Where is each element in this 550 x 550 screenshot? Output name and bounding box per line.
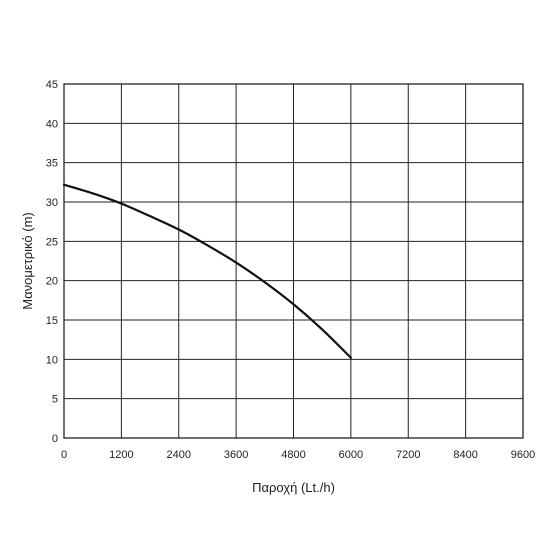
x-axis-title: Παροχή (Lt./h) — [252, 480, 335, 495]
y-tick-label: 35 — [46, 158, 58, 170]
x-tick-label: 6000 — [339, 449, 363, 461]
x-tick-label: 4800 — [281, 449, 305, 461]
y-tick-labels: 0 5 10 15 20 25 30 35 40 45 — [46, 79, 58, 445]
x-tick-label: 1200 — [109, 449, 133, 461]
y-tick-label: 0 — [52, 433, 58, 445]
y-axis-title: Μανομετρικό (m) — [20, 212, 35, 309]
y-tick-label: 25 — [46, 236, 58, 248]
plot-frame — [63, 83, 524, 439]
x-tick-label: 2400 — [167, 449, 191, 461]
y-tick-label: 30 — [46, 197, 58, 209]
y-tick-label: 45 — [46, 79, 58, 91]
x-tick-label: 7200 — [396, 449, 420, 461]
y-tick-label: 15 — [46, 315, 58, 327]
y-tick-label: 5 — [52, 394, 58, 406]
x-tick-labels: 0 1200 2400 3600 4800 6000 7200 8400 9600 — [61, 449, 535, 461]
y-tick-label: 20 — [46, 276, 58, 288]
y-tick-label: 40 — [46, 118, 58, 130]
y-tick-label: 10 — [46, 354, 58, 366]
x-tick-label: 8400 — [453, 449, 477, 461]
x-tick-label: 9600 — [511, 449, 535, 461]
x-tick-label: 3600 — [224, 449, 248, 461]
x-tick-label: 0 — [61, 449, 67, 461]
head-flow-curve — [62, 183, 352, 359]
grid-lines — [64, 84, 523, 438]
